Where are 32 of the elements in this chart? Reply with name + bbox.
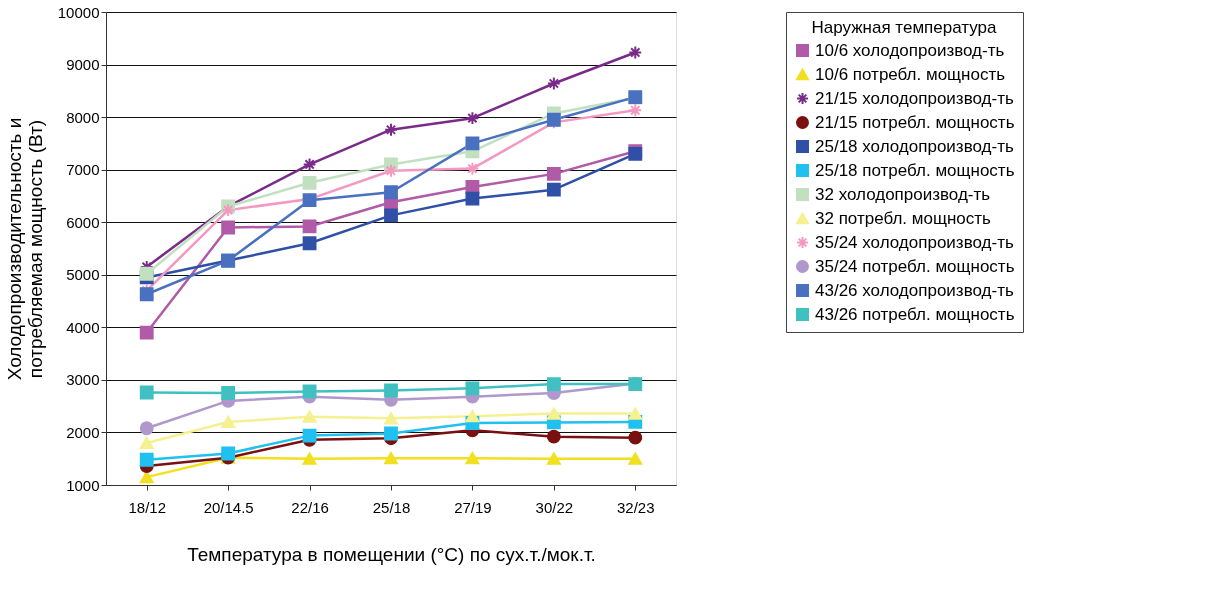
legend-label: 21/15 потребл. мощность	[815, 112, 1015, 132]
y-axis-title: Холодопроизводительность и потребляемая мощность (Вт)	[3, 117, 46, 381]
x-tick-label: 18/12	[128, 498, 166, 516]
legend-label: 32 холодопроизвод-ть	[815, 184, 991, 204]
y-tick-label: 4000	[66, 318, 100, 336]
x-tick-label: 32/23	[617, 498, 655, 516]
y-tick-label: 5000	[66, 266, 100, 284]
legend-label: 35/24 холодопроизвод-ть	[815, 232, 1014, 252]
legend-label: 32 потребл. мощность	[815, 208, 992, 228]
y-tick-label: 10000	[57, 3, 100, 21]
y-tick-label: 9000	[66, 56, 100, 74]
y-tick-label: 7000	[66, 161, 100, 179]
x-tick-label: 27/19	[454, 498, 492, 516]
legend-label: 35/24 потребл. мощность	[815, 256, 1015, 276]
legend-label: 10/6 холодопроизвод-ть	[815, 40, 1005, 60]
legend-title: Наружная температура	[811, 18, 998, 37]
legend-label: 43/26 холодопроизвод-ть	[815, 280, 1014, 300]
x-tick-label: 22/16	[291, 498, 329, 516]
legend-label: 25/18 холодопроизвод-ть	[815, 136, 1014, 156]
y-tick-label: 6000	[66, 213, 100, 231]
legend-label: 10/6 потребл. мощность	[815, 64, 1006, 84]
y-tick-label: 3000	[66, 371, 100, 389]
x-tick-label: 20/14.5	[203, 498, 254, 516]
y-tick-label: 2000	[66, 423, 100, 441]
y-tick-label: 8000	[66, 108, 100, 126]
x-tick-label: 25/18	[372, 498, 411, 516]
legend-label: 21/15 холодопроизвод-ть	[815, 88, 1014, 108]
x-tick-label: 30/22	[535, 498, 574, 516]
x-axis-title: Температура в помещении (°C) по сух.т./мок.т.	[187, 543, 596, 565]
legend-label: 25/18 потребл. мощность	[815, 160, 1015, 180]
legend-label: 43/26 потребл. мощность	[815, 304, 1015, 324]
y-tick-label: 1000	[66, 476, 100, 494]
